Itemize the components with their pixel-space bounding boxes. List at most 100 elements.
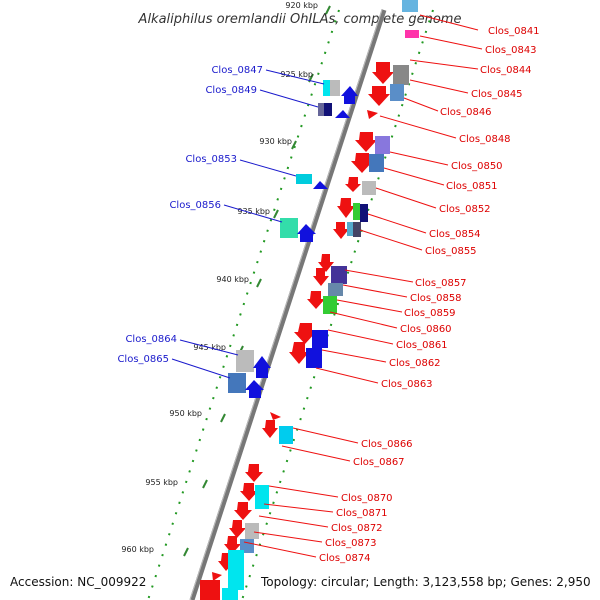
gene-box [390, 84, 404, 101]
gene-box [330, 80, 340, 96]
gene-label: Clos_0861 [396, 340, 448, 351]
gene-label: Clos_0860 [400, 324, 452, 335]
gene-arrow [229, 520, 246, 538]
gene-arrow [307, 291, 325, 309]
gene-arrow [245, 464, 263, 482]
gene-arrow [351, 153, 373, 173]
gene-arrow [212, 572, 222, 581]
scale-label: 925 kbp [280, 70, 313, 79]
gene-box [362, 181, 376, 195]
scale-ticks [183, 5, 331, 557]
gene-label: Clos_0870 [341, 493, 393, 504]
gene-label: Clos_0855 [425, 246, 477, 257]
genome-title: Alkaliphilus oremlandii OhILAs, complete… [138, 12, 462, 27]
gene-arrow [368, 86, 390, 106]
gene-box [402, 0, 418, 12]
gene-box [328, 283, 343, 296]
gene-arrow [335, 110, 350, 118]
gene-arrow [270, 412, 281, 420]
right-gene-labels: Clos_0841 Clos_0843 Clos_0844 Clos_0845 … [319, 26, 540, 564]
gene-label: Clos_0849 [205, 85, 257, 96]
gene-label: Clos_0857 [415, 278, 467, 289]
gene-arrow [313, 181, 328, 189]
gene-arrow [240, 483, 258, 501]
gene-arrow [337, 198, 355, 218]
gene-arrow [345, 177, 361, 192]
gene-label: Clos_0850 [451, 161, 503, 172]
gene-box [375, 136, 390, 154]
genome-backbone [189, 9, 387, 600]
gene-box [245, 523, 259, 539]
scale-label: 935 kbp [237, 207, 270, 216]
gene-box [280, 218, 298, 238]
gene-label: Clos_0871 [336, 508, 388, 519]
gene-box [228, 373, 246, 393]
gene-box [222, 588, 238, 600]
gene-arrow [224, 536, 241, 554]
gene-label: Clos_0843 [485, 45, 537, 56]
reverse-strand-genes [228, 80, 358, 398]
gene-arrow [318, 254, 334, 272]
gene-label: Clos_0873 [325, 538, 377, 549]
gene-arrow [355, 132, 377, 152]
gene-label: Clos_0863 [381, 379, 433, 390]
gene-box [279, 426, 293, 444]
scale-label: 940 kbp [216, 275, 249, 284]
left-gene-labels: Clos_0847 Clos_0849 Clos_0853 Clos_0856 … [117, 65, 263, 365]
gene-label: Clos_0865 [117, 354, 169, 365]
scale-label: 955 kbp [145, 478, 178, 487]
genome-backbone-highlight [189, 9, 383, 600]
gene-arrow [313, 268, 329, 286]
gene-label: Clos_0859 [404, 308, 456, 319]
gene-box [353, 203, 360, 220]
gene-box [200, 580, 220, 600]
gene-label: Clos_0848 [459, 134, 511, 145]
gene-label: Clos_0866 [361, 439, 413, 450]
gene-label: Clos_0858 [410, 293, 462, 304]
gene-box [331, 266, 347, 284]
gene-label: Clos_0847 [211, 65, 263, 76]
gene-box [312, 330, 328, 348]
gene-box [323, 296, 337, 314]
scale-labels: 920 kbp 925 kbp 930 kbp 935 kbp 940 kbp … [121, 1, 318, 554]
gene-box [324, 103, 332, 116]
gene-arrow [262, 420, 278, 438]
gene-label: Clos_0853 [185, 154, 237, 165]
gene-box [323, 80, 330, 96]
gene-arrow [234, 502, 252, 520]
gene-box [296, 174, 312, 184]
gene-arrow [297, 224, 316, 242]
gene-label: Clos_0845 [471, 89, 523, 100]
gene-box [369, 154, 384, 172]
gene-label: Clos_0862 [389, 358, 441, 369]
scale-label: 930 kbp [259, 137, 292, 146]
right-label-connectors [243, 14, 483, 558]
gene-arrow [372, 62, 394, 84]
accession-text: Accession: NC_009922 [10, 575, 146, 589]
gene-label: Clos_0872 [331, 523, 383, 534]
topology-text: Topology: circular; Length: 3,123,558 bp… [260, 575, 591, 589]
gene-arrow [294, 323, 316, 344]
scale-label: 950 kbp [169, 409, 202, 418]
left-label-connectors [171, 69, 325, 379]
gene-box [240, 539, 254, 553]
gene-box [347, 222, 353, 236]
gene-arrow [245, 380, 264, 398]
gene-arrow [367, 110, 378, 119]
gene-box [318, 103, 324, 116]
gene-box [405, 30, 419, 38]
gene-label: Clos_0867 [353, 457, 405, 468]
scale-label: 920 kbp [285, 1, 318, 10]
gene-box [228, 550, 244, 590]
gene-box [353, 222, 361, 237]
gene-arrow [289, 342, 309, 364]
forward-strand-genes [200, 0, 419, 600]
scale-label: 960 kbp [121, 545, 154, 554]
gene-label: Clos_0854 [429, 229, 481, 240]
gene-label: Clos_0844 [480, 65, 532, 76]
gene-arrow [341, 86, 358, 104]
gene-box [255, 485, 269, 509]
gene-label: Clos_0841 [488, 26, 540, 37]
gene-label: Clos_0852 [439, 204, 491, 215]
